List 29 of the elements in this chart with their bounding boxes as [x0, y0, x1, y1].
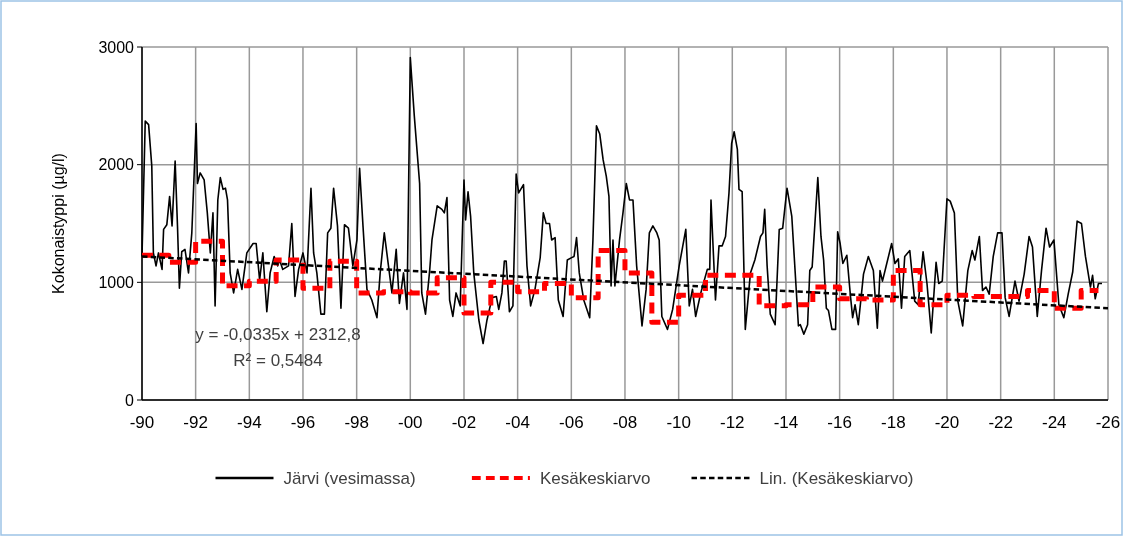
y-tick-label: 3000 — [98, 38, 135, 56]
legend-label: Lin. (Kesäkeskiarvo) — [759, 468, 914, 488]
x-tick-label: -06 — [559, 413, 584, 432]
y-tick-label: 1000 — [98, 273, 135, 291]
x-tick-label: -94 — [237, 413, 262, 432]
x-tick-label: -00 — [398, 413, 423, 432]
x-tick-label: -18 — [881, 413, 906, 432]
y-axis-title: Kokonaistyppi (µg/l) — [50, 153, 67, 294]
x-tick-label: -98 — [344, 413, 369, 432]
x-tick-label: -90 — [129, 413, 155, 432]
x-tick-label: -24 — [1042, 413, 1067, 432]
x-tick-label: -20 — [934, 413, 960, 432]
x-tick-label: -02 — [451, 413, 477, 432]
x-tick-label: -92 — [183, 413, 208, 432]
legend-label: Järvi (vesimassa) — [283, 468, 416, 488]
annotation: y = -0,0335x + 2312,8 — [195, 325, 361, 344]
x-tick-label: -10 — [666, 413, 691, 432]
legend-label: Kesäkeskiarvo — [539, 468, 651, 488]
x-tick-label: -16 — [827, 413, 852, 432]
x-tick-label: -12 — [720, 413, 745, 432]
x-tick-label: -96 — [290, 413, 316, 432]
x-tick-label: -14 — [773, 413, 799, 432]
y-tick-label: 0 — [125, 391, 135, 409]
x-tick-label: -22 — [988, 413, 1013, 432]
x-tick-label: -04 — [505, 413, 530, 432]
annotation: R² = 0,5484 — [233, 351, 323, 370]
x-tick-label: -08 — [612, 413, 638, 432]
y-tick-label: 2000 — [98, 156, 135, 174]
x-tick-label: -26 — [1095, 413, 1121, 432]
